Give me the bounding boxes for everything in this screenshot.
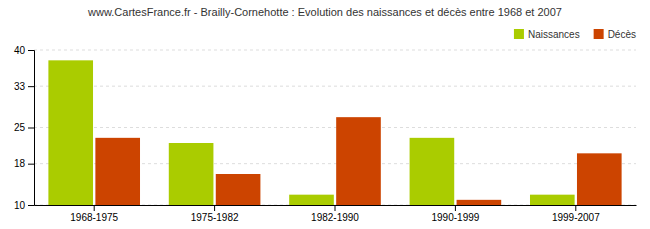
tick-mark	[28, 128, 34, 129]
tick-label: 1982-1990	[311, 212, 359, 223]
bar	[336, 117, 381, 205]
tick-mark	[455, 205, 456, 211]
tick-label: 1999-2007	[552, 212, 600, 223]
tick-mark	[28, 86, 34, 87]
tick: 18	[14, 158, 34, 169]
series	[48, 60, 574, 205]
tick: 10	[14, 200, 34, 211]
tick-mark	[575, 205, 576, 211]
tick-mark	[94, 205, 95, 211]
legend-swatch	[594, 29, 604, 39]
axis-domain	[28, 51, 35, 206]
x-axis: 1968-1975 1975-1982 1982-1990 1990-1999 1999…	[35, 205, 637, 223]
tick-label: 10	[14, 200, 26, 211]
grid-line	[34, 86, 636, 87]
legend-item: Décès	[594, 29, 636, 40]
legend-label: Décès	[608, 29, 636, 40]
tick-label: 25	[14, 122, 26, 133]
tick-mark	[28, 50, 34, 51]
tick-label: 1968-1975	[70, 212, 118, 223]
legend-item: Naissances	[514, 29, 580, 40]
grid	[34, 50, 636, 205]
bar	[216, 174, 261, 205]
bar	[410, 138, 455, 205]
tick-label: 1990-1999	[431, 212, 479, 223]
title: www.CartesFrance.fr - Brailly-Cornehotte…	[87, 6, 562, 18]
tick: 1999-2007	[552, 205, 600, 223]
tick-mark	[28, 205, 34, 206]
tick-mark	[28, 164, 34, 165]
tick: 33	[14, 81, 34, 92]
tick-label: 1975-1982	[191, 212, 239, 223]
tick: 1975-1982	[191, 205, 239, 223]
series	[95, 117, 621, 205]
bar	[289, 195, 334, 205]
plot: 1968-1975 1975-1982 1982-1990 1990-1999 1999…	[14, 45, 637, 223]
tick: 1982-1990	[311, 205, 359, 223]
bar	[457, 200, 502, 205]
tick-mark	[335, 205, 336, 211]
bar	[577, 153, 622, 205]
tick-label: 40	[14, 45, 26, 56]
grid-line	[34, 50, 636, 51]
tick-mark	[214, 205, 215, 211]
bar	[95, 138, 140, 205]
y-axis: 10 18 25 33 40	[14, 45, 35, 211]
bar	[169, 143, 214, 205]
legend-swatch	[514, 29, 524, 39]
tick-label: 33	[14, 81, 26, 92]
legend-label: Naissances	[528, 29, 580, 40]
bars	[48, 60, 621, 205]
tick-label: 18	[14, 158, 26, 169]
bar	[530, 195, 575, 205]
tick: 25	[14, 122, 34, 133]
bar	[48, 60, 93, 205]
tick: 40	[14, 45, 34, 56]
legend: Naissances Décès	[514, 29, 636, 40]
grid-line	[34, 127, 636, 128]
tick: 1968-1975	[70, 205, 118, 223]
tick: 1990-1999	[431, 205, 479, 223]
chart: www.CartesFrance.fr - Brailly-Cornehotte…	[0, 0, 650, 229]
